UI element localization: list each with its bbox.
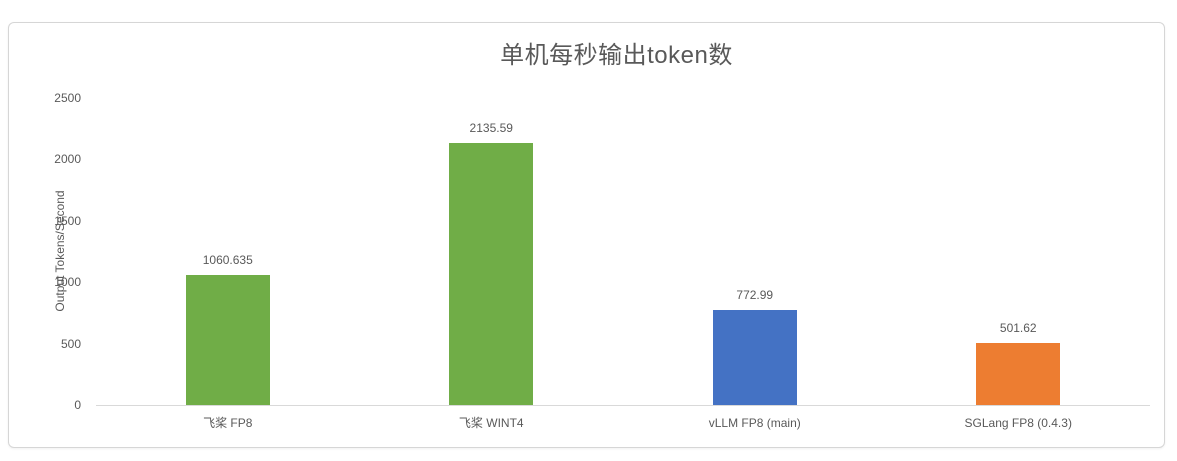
bar-value-label: 2135.59 [469,121,513,135]
bar-4 [976,343,1061,405]
bar-1 [185,275,270,405]
x-axis-line [96,405,1150,406]
x-category-label: vLLM FP8 (main) [708,416,801,430]
bar-value-label: 501.62 [999,321,1037,335]
y-axis-title: Output Tokens/Second [53,190,67,312]
x-category-label: SGLang FP8 (0.4.3) [964,416,1072,430]
y-tick-label: 500 [60,336,81,351]
bar-value-label: 772.99 [736,288,774,302]
x-category-label: 飞桨 FP8 [203,416,253,430]
y-tick-label: 2000 [54,152,81,167]
chart-frame: 单机每秒输出token数 Output Tokens/Second 0 500 10… [8,22,1165,448]
y-tick-label: 0 [74,398,81,412]
y-tick-label: 2500 [54,91,81,105]
y-tick-label: 1500 [54,213,81,228]
bar-value-label: 1060.635 [202,253,253,267]
x-category-label: 飞桨 WINT4 [458,416,524,430]
chart-title: 单机每秒输出token数 [500,42,733,69]
bar-3 [712,310,797,405]
y-tick-label: 1000 [54,275,81,290]
bar-2 [449,143,534,405]
